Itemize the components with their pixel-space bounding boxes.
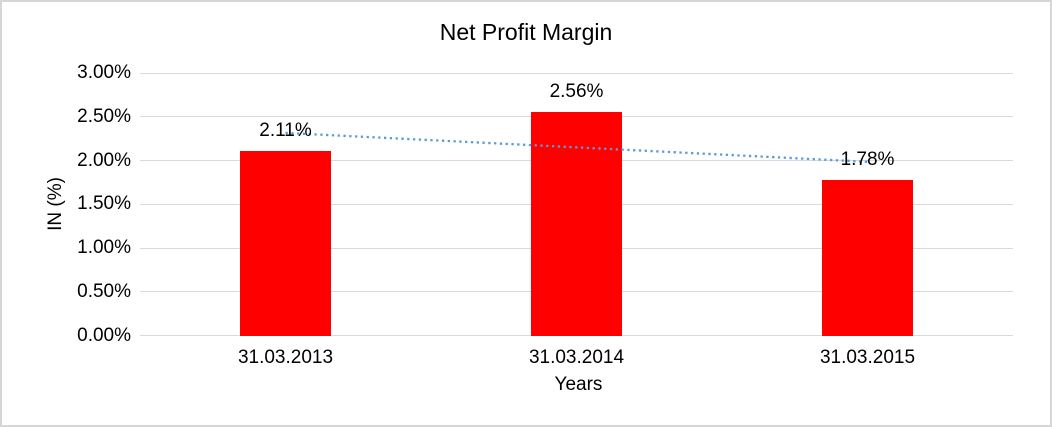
x-axis-title: Years bbox=[554, 374, 603, 395]
data-label: 1.78% bbox=[840, 149, 895, 171]
x-tick-label: 31.03.2013 bbox=[237, 347, 334, 368]
data-label: 2.56% bbox=[549, 81, 604, 102]
y-tick-label: 0.50% bbox=[77, 280, 131, 302]
y-tick-label: 2.00% bbox=[77, 149, 131, 171]
bar bbox=[822, 179, 913, 336]
data-label: 2.11% bbox=[259, 120, 312, 142]
bar bbox=[531, 111, 622, 336]
x-tick-label: 31.03.2014 bbox=[528, 347, 625, 368]
x-tick-label: 31.03.2015 bbox=[819, 347, 916, 368]
y-tick-label: 0.00% bbox=[77, 324, 131, 346]
y-tick-label: 2.50% bbox=[77, 105, 131, 127]
y-tick-label: 1.00% bbox=[77, 237, 131, 258]
chart-title: Net Profit Margin bbox=[439, 19, 613, 45]
y-tick-label: 1.50% bbox=[77, 193, 131, 215]
gridline bbox=[140, 72, 1013, 74]
y-tick-label: 3.00% bbox=[77, 62, 131, 83]
bar bbox=[240, 150, 331, 336]
